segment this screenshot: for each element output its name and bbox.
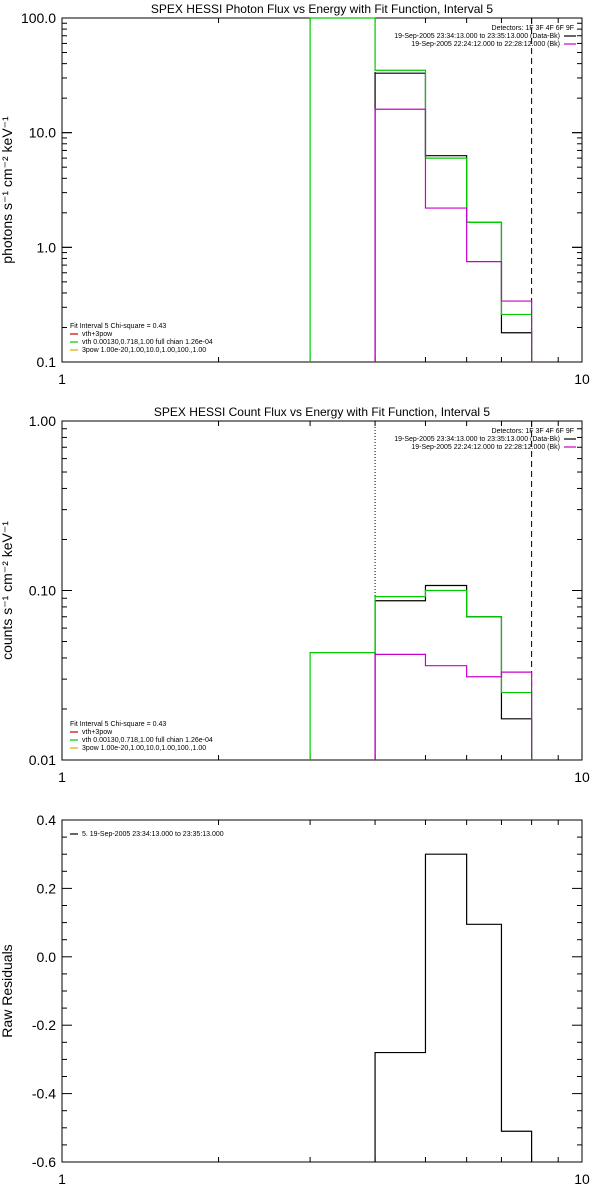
legend-entry-label: 19-Sep-2005 22:24:12.000 to 22:28:12.000… xyxy=(411,444,560,451)
legend-entry-label: 19-Sep-2005 22:24:12.000 to 22:28:12.000… xyxy=(411,41,560,48)
x-tick-label: 10 xyxy=(574,371,590,387)
series-2-histogram xyxy=(309,589,533,760)
series-3-histogram xyxy=(374,108,533,362)
y-tick-label: 0.2 xyxy=(37,880,57,896)
y-tick-label: 0.10 xyxy=(29,583,56,599)
y-axis-label: Raw Residuals xyxy=(0,944,15,1037)
series-2-histogram xyxy=(309,17,533,362)
y-tick-label: -0.2 xyxy=(32,1017,56,1033)
y-axis-label: photons s⁻¹ cm⁻² keV⁻¹ xyxy=(0,116,15,264)
legend-header: Fit Interval 5 Chi-square = 0.43 xyxy=(70,323,166,330)
x-tick-label: 1 xyxy=(58,371,66,387)
series-1-histogram xyxy=(374,853,533,1162)
plot-2: 1 10 0.01 0.10 1.00 SPEX HESSI Count Flux vs … xyxy=(0,405,590,785)
y-tick-label: 100.0 xyxy=(21,10,56,26)
y-tick-label: 0.01 xyxy=(29,752,56,768)
y-tick-label: -0.6 xyxy=(32,1154,56,1170)
y-tick-label: 10.0 xyxy=(29,125,56,141)
plot-frame xyxy=(61,17,583,363)
legend-header: Detectors: 1F 3F 4F 6F 9F xyxy=(492,428,574,435)
legend-entry-label: 19-Sep-2005 23:34:13.000 to 23:35:13.000… xyxy=(394,436,560,443)
legend-entry-label: 5. 19-Sep-2005 23:34:13.000 to 23:35:13.… xyxy=(82,831,224,838)
plot-frame xyxy=(61,819,583,1163)
plot-3: 1 10 0.4 0.2 0.0 -0.2 -0.4 -0.6 Raw Residuals 5. … xyxy=(0,812,590,1187)
legend-entry-label: vth+3pow xyxy=(82,729,113,736)
plot-title: SPEX HESSI Count Flux vs Energy with Fit… xyxy=(154,405,490,419)
y-tick-label: -0.4 xyxy=(32,1086,56,1102)
legend-entry-label: vth+3pow xyxy=(82,331,113,338)
y-tick-label: 0.0 xyxy=(37,949,57,965)
y-tick-label: 0.4 xyxy=(37,812,57,828)
legend-header: Detectors: 1F 3F 4F 6F 9F xyxy=(492,25,574,32)
legend-header: Fit Interval 5 Chi-square = 0.43 xyxy=(70,721,166,728)
x-tick-label: 1 xyxy=(58,1171,66,1187)
legend-entry-label: 3pow 1.00e-20,1.00,10.0,1.00,100.,1.00 xyxy=(82,745,206,752)
y-tick-label: 0.1 xyxy=(37,354,57,370)
plot-1: 1 10 0.1 1.0 10.0 100.0 SPEX HESSI Photon Flux… xyxy=(0,2,590,387)
series-1-histogram xyxy=(374,72,533,362)
series-1-histogram xyxy=(374,584,533,760)
legend-entry-label: 3pow 1.00e-20,1.00,10.0,1.00,100.,1.00 xyxy=(82,347,206,354)
legend-entry-label: vth 0.00130,0.718,1.00 full chian 1.26e-… xyxy=(82,339,213,346)
y-axis-label: counts s⁻¹ cm⁻² keV⁻¹ xyxy=(0,521,15,660)
legend-entry-label: 19-Sep-2005 23:34:13.000 to 23:35:13.000… xyxy=(394,33,560,40)
y-tick-label: 1.00 xyxy=(29,413,56,429)
plot-title: SPEX HESSI Photon Flux vs Energy with Fi… xyxy=(151,2,493,16)
x-tick-label: 1 xyxy=(58,769,66,785)
x-tick-label: 10 xyxy=(574,769,590,785)
y-tick-label: 1.0 xyxy=(37,239,57,255)
x-tick-label: 10 xyxy=(574,1171,590,1187)
series-3-histogram xyxy=(374,653,533,760)
legend-entry-label: vth 0.00130,0.718,1.00 full chian 1.26e-… xyxy=(82,737,213,744)
plot-frame xyxy=(61,420,583,761)
